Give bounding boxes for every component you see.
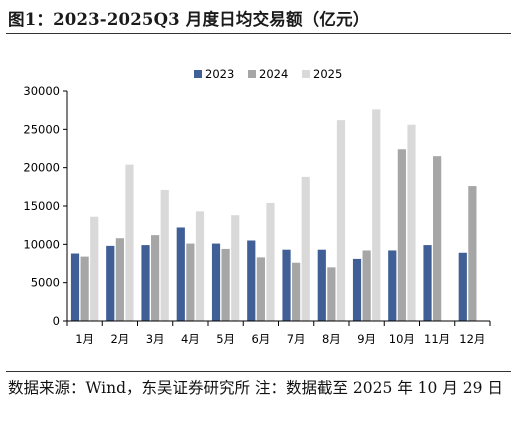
bar-2024-6	[256, 257, 265, 321]
figure-title: 图1：2023-2025Q3 月度日均交易额（亿元）	[8, 10, 370, 29]
x-tick-label: 1月	[75, 332, 94, 346]
bar-2024-5	[221, 248, 230, 321]
y-tick-label: 5000	[31, 276, 60, 290]
bar-2024-2	[115, 238, 124, 321]
legend-label-2023: 2023	[205, 67, 234, 81]
top-rule	[6, 33, 511, 34]
bar-2023-6	[247, 240, 256, 321]
bar-2024-12	[468, 186, 477, 321]
bar-2024-11	[433, 156, 442, 321]
legend-label-2025: 2025	[313, 67, 342, 81]
x-axis: 1月 2月 3月 4月 5月 6月 7月 8月 9月 10月 11月 12月	[66, 320, 491, 346]
legend-swatch-2025	[302, 70, 310, 78]
bottom-rule	[6, 371, 511, 372]
bar-2025-7	[301, 176, 310, 321]
bar-2025-6	[266, 202, 275, 321]
chart-legend: 2023 2024 2025	[194, 67, 342, 81]
bar-2023-4	[176, 227, 185, 321]
x-tick-label: 7月	[287, 332, 306, 346]
y-tick-label: 20000	[23, 161, 60, 175]
x-tick-label: 11月	[424, 332, 450, 346]
bar-2023-1	[70, 253, 80, 321]
bar-2024-8	[327, 267, 336, 321]
bar-2025-5	[231, 215, 240, 321]
bar-2024-1	[80, 256, 89, 321]
bar-2024-10	[397, 149, 406, 321]
x-tick-label: 8月	[322, 332, 341, 346]
bar-2024-7	[292, 262, 301, 321]
source-note: 数据来源：Wind，东吴证券研究所 注：数据截至 2025 年 10 月 29 …	[8, 379, 503, 397]
x-tick-label: 10月	[389, 332, 415, 346]
bar-2023-9	[352, 258, 362, 321]
y-tick-label: 25000	[23, 122, 60, 136]
bar-2023-7	[282, 249, 291, 321]
x-tick-label: 3月	[146, 332, 165, 346]
y-axis: 0 5000 10000 15000 20000 25000 30000	[23, 84, 68, 328]
bar-chart: 2023 2024 2025 0 5000 10000 15000 20000 25000 30…	[23, 67, 491, 346]
legend-swatch-2023	[194, 70, 202, 78]
y-tick-label: 15000	[23, 199, 60, 213]
legend-label-2024: 2024	[259, 67, 288, 81]
bar-2023-10	[388, 250, 397, 321]
bar-2025-9	[372, 109, 381, 322]
bar-2025-8	[336, 120, 346, 321]
bar-2023-2	[106, 245, 115, 321]
y-tick-label: 0	[53, 314, 60, 328]
bar-2025-4	[195, 211, 205, 321]
x-tick-label: 4月	[181, 332, 200, 346]
bar-2023-11	[423, 245, 432, 321]
bar-2024-4	[186, 243, 195, 321]
bar-2023-5	[211, 243, 221, 321]
y-tick-label: 10000	[23, 237, 60, 251]
bar-2025-1	[90, 216, 99, 321]
x-tick-label: 2月	[110, 332, 129, 346]
x-tick-label: 5月	[216, 332, 235, 346]
x-tick-label: 6月	[251, 332, 270, 346]
bar-2025-3	[160, 189, 169, 321]
bar-2024-9	[362, 250, 371, 321]
legend-swatch-2024	[248, 70, 256, 78]
y-tick-label: 30000	[23, 84, 60, 98]
bar-2025-10	[407, 124, 416, 321]
bar-2023-12	[458, 252, 467, 321]
x-tick-label: 12月	[459, 332, 485, 346]
bars-layer	[70, 109, 477, 322]
bar-2023-3	[141, 245, 150, 321]
bar-2024-3	[151, 235, 160, 321]
bar-2025-2	[125, 164, 134, 321]
bar-2023-8	[317, 249, 326, 321]
x-tick-label: 9月	[357, 332, 376, 346]
